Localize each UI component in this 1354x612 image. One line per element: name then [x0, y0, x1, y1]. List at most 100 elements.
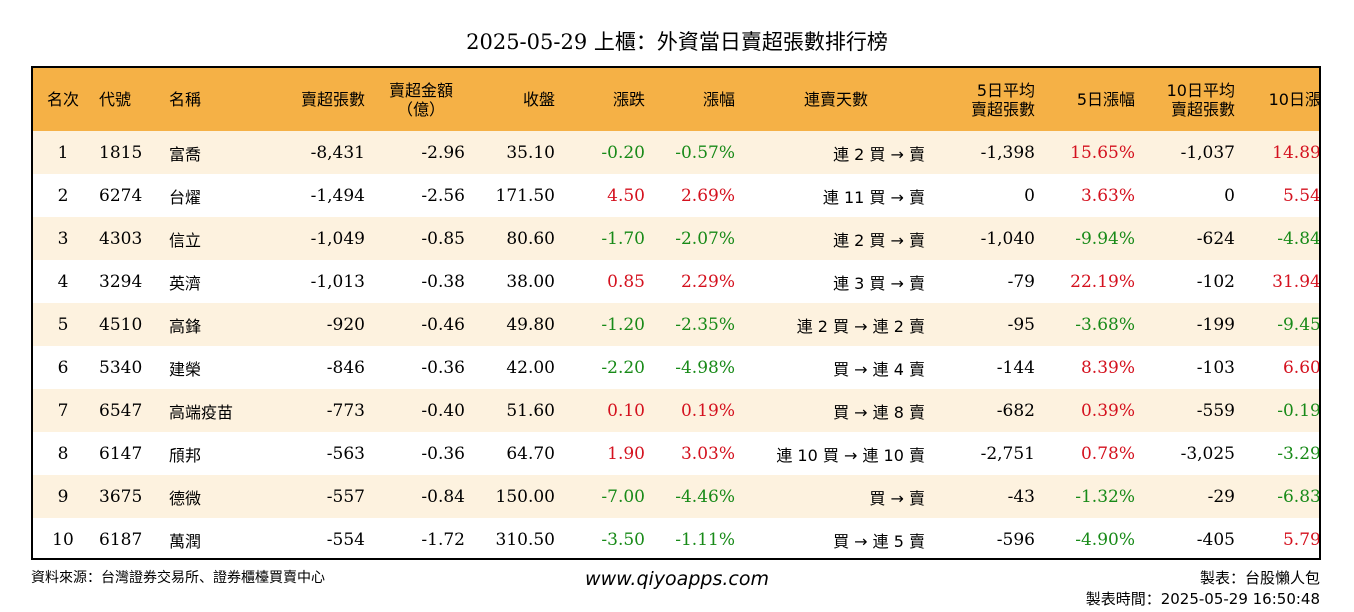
cell-pct: 3.03% — [680, 443, 735, 464]
cell-rank: 1 — [57, 142, 69, 163]
header-rank: 名次 — [46, 90, 79, 109]
header-avg5: 5日平均 賣超張數 — [931, 68, 1041, 131]
website-link[interactable]: www.qiyoapps.com — [585, 568, 769, 590]
cell-pct10: -3.29% — [1277, 443, 1321, 464]
cell-name: 萬潤 — [169, 531, 202, 551]
cell-code: 3675 — [99, 486, 143, 507]
cell-amount: -0.38 — [421, 271, 465, 292]
cell-code: 1815 — [99, 142, 143, 163]
cell-close: 49.80 — [506, 314, 555, 335]
cell-avg10: -559 — [1196, 400, 1235, 421]
table-row: 9 3675 德微 -557 -0.84 150.00 -7.00 -4.46% 買 → 賣 -4… — [33, 475, 1321, 518]
cell-close: 51.60 — [506, 400, 555, 421]
cell-pct: -2.35% — [675, 314, 735, 335]
cell-shares: -554 — [326, 529, 365, 550]
cell-avg5: -144 — [996, 357, 1035, 378]
cell-rank: 2 — [57, 185, 69, 206]
header-change: 漲跌 — [612, 90, 645, 109]
cell-rank: 9 — [57, 486, 69, 507]
cell-shares: -846 — [326, 357, 365, 378]
cell-avg10: -103 — [1196, 357, 1235, 378]
cell-streak: 買 → 連 4 賣 — [833, 359, 925, 379]
cell-name: 英濟 — [169, 273, 202, 293]
header-avg10: 10日平均 賣超張數 — [1141, 68, 1241, 131]
cell-shares: -1,013 — [310, 271, 365, 292]
cell-pct5: 15.65% — [1070, 142, 1135, 163]
cell-pct: 2.69% — [680, 185, 735, 206]
cell-pct10: -4.84% — [1277, 228, 1321, 249]
cell-rank: 6 — [57, 357, 69, 378]
cell-name: 高鋒 — [169, 316, 202, 336]
cell-close: 310.50 — [495, 529, 555, 550]
cell-avg10: -405 — [1196, 529, 1235, 550]
cell-amount: -0.85 — [421, 228, 465, 249]
cell-pct10: 31.94% — [1272, 271, 1321, 292]
cell-streak: 連 10 買 → 連 10 賣 — [776, 445, 925, 465]
header-avg10-line1: 10日平均 — [1166, 80, 1235, 100]
data-source: 資料來源：台灣證券交易所、證券櫃檯買賣中心 — [31, 570, 325, 586]
cell-streak: 買 → 賣 — [869, 488, 925, 508]
cell-pct10: 14.89% — [1272, 142, 1321, 163]
cell-close: 42.00 — [506, 357, 555, 378]
ranking-table: 名次 代號 名稱 賣超張數 賣超金額 （億） 收盤 漲跌 漲幅 連賣天數 5日平… — [33, 68, 1321, 558]
header-pct5: 5日漲幅 — [1076, 90, 1135, 109]
cell-name: 高端疫苗 — [169, 402, 234, 422]
cell-pct5: 0.39% — [1080, 400, 1135, 421]
cell-avg10: 0 — [1224, 185, 1235, 206]
cell-code: 6547 — [99, 400, 143, 421]
cell-name: 建榮 — [169, 359, 202, 379]
table-row: 2 6274 台燿 -1,494 -2.56 171.50 4.50 2.69% 連 11 買 … — [33, 174, 1319, 217]
cell-amount: -2.56 — [421, 185, 465, 206]
cell-name: 富喬 — [169, 144, 202, 164]
table-header-row: 名次 代號 名稱 賣超張數 賣超金額 （億） 收盤 漲跌 漲幅 連賣天數 5日平… — [33, 68, 1319, 131]
cell-amount: -0.36 — [421, 357, 465, 378]
cell-avg10: -1,037 — [1180, 142, 1235, 163]
cell-shares: -920 — [326, 314, 365, 335]
cell-code: 6187 — [99, 529, 143, 550]
header-shares: 賣超張數 — [300, 90, 365, 109]
cell-close: 150.00 — [495, 486, 555, 507]
header-amount-line1: 賣超金額 — [388, 80, 453, 100]
cell-amount: -2.96 — [421, 142, 465, 163]
cell-rank: 5 — [57, 314, 69, 335]
cell-change: -3.50 — [601, 529, 645, 550]
cell-streak: 買 → 連 8 賣 — [833, 402, 925, 422]
ranking-table-frame: 名次 代號 名稱 賣超張數 賣超金額 （億） 收盤 漲跌 漲幅 連賣天數 5日平… — [31, 66, 1321, 560]
cell-pct10: -0.19% — [1277, 400, 1321, 421]
cell-code: 4510 — [99, 314, 143, 335]
cell-pct: 0.19% — [680, 400, 735, 421]
cell-streak: 連 2 買 → 賣 — [833, 144, 925, 164]
table-row: 10 6187 萬潤 -554 -1.72 310.50 -3.50 -1.11% 買 → 連 … — [33, 518, 1319, 558]
table-row: 1 1815 富喬 -8,431 -2.96 35.10 -0.20 -0.57% 連 2 買 … — [33, 131, 1321, 174]
cell-avg10: -29 — [1207, 486, 1235, 507]
cell-pct5: -3.68% — [1075, 314, 1135, 335]
table-maker: 製表：台股懶人包 — [1199, 569, 1320, 587]
header-avg5-line1: 5日平均 — [976, 80, 1035, 100]
cell-change: -1.70 — [601, 228, 645, 249]
cell-name: 德微 — [169, 488, 202, 508]
cell-streak: 買 → 連 5 賣 — [833, 531, 925, 551]
cell-close: 35.10 — [506, 142, 555, 163]
cell-avg5: -2,751 — [980, 443, 1035, 464]
cell-avg5: 0 — [1024, 185, 1035, 206]
cell-code: 6274 — [99, 185, 143, 206]
cell-shares: -1,494 — [310, 185, 365, 206]
table-row: 6 5340 建榮 -846 -0.36 42.00 -2.20 -4.98% 買 → 連 4 … — [33, 346, 1319, 389]
cell-pct5: -4.90% — [1075, 529, 1135, 550]
cell-amount: -0.40 — [421, 400, 465, 421]
cell-avg5: -43 — [1007, 486, 1035, 507]
cell-pct10: -6.83% — [1277, 486, 1321, 507]
cell-change: 4.50 — [607, 185, 645, 206]
cell-pct5: 0.78% — [1080, 443, 1135, 464]
cell-avg10: -624 — [1196, 228, 1235, 249]
cell-pct5: -9.94% — [1075, 228, 1135, 249]
cell-change: -0.20 — [601, 142, 645, 163]
header-pct: 漲幅 — [702, 90, 735, 109]
cell-change: -2.20 — [601, 357, 645, 378]
cell-avg5: -1,040 — [980, 228, 1035, 249]
cell-code: 6147 — [99, 443, 143, 464]
cell-pct10: -9.45% — [1277, 314, 1321, 335]
cell-code: 4303 — [99, 228, 143, 249]
cell-close: 38.00 — [506, 271, 555, 292]
cell-streak: 連 2 買 → 連 2 賣 — [796, 316, 925, 336]
